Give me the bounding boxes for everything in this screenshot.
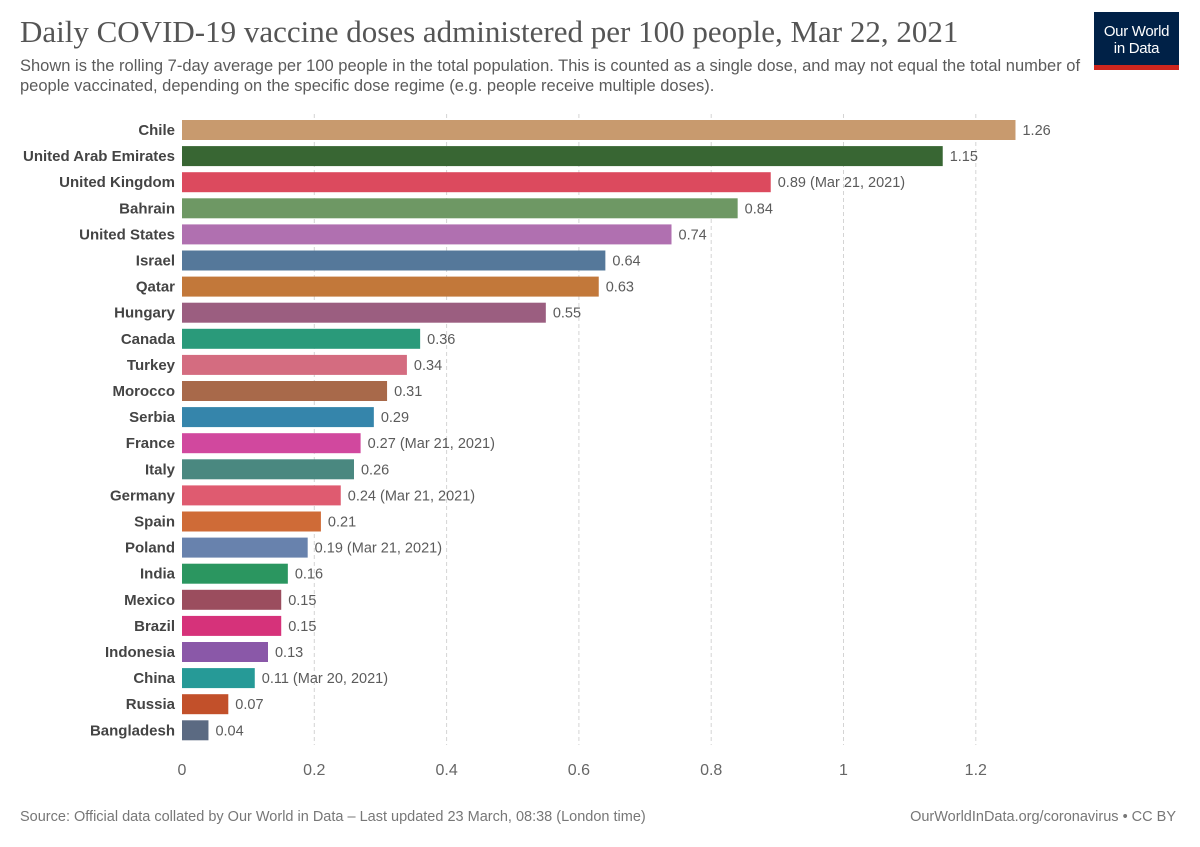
category-label: United States — [79, 226, 175, 243]
category-label: Mexico — [124, 592, 175, 609]
category-label: Canada — [121, 331, 176, 348]
bar — [182, 407, 374, 428]
x-tick-label: 1 — [839, 762, 848, 779]
gridlines — [313, 114, 977, 745]
bar — [182, 302, 546, 323]
source-note[interactable]: Source: Official data collated by Our Wo… — [20, 809, 646, 825]
category-label: France — [126, 435, 175, 452]
value-label: 0.07 — [235, 697, 263, 713]
bar — [182, 120, 1016, 140]
bar — [182, 511, 321, 532]
category-label: Germany — [110, 487, 176, 504]
value-label: 0.64 — [612, 254, 640, 270]
category-label: Israel — [136, 253, 175, 270]
category-label: Poland — [125, 540, 175, 557]
value-label: 0.15 — [288, 619, 316, 635]
bar — [182, 485, 341, 506]
value-label: 1.15 — [950, 149, 978, 165]
x-tick-label: 0.2 — [303, 762, 325, 779]
bar — [182, 694, 229, 715]
category-label: Italy — [145, 461, 176, 478]
bar — [182, 668, 255, 689]
category-label: Bahrain — [119, 200, 175, 217]
value-label: 0.55 — [553, 306, 581, 322]
category-label: Chile — [138, 122, 175, 139]
bar — [182, 354, 407, 375]
category-label: Serbia — [129, 409, 176, 426]
x-tick-label: 0 — [178, 762, 187, 779]
bar — [182, 563, 288, 584]
bar — [182, 146, 943, 167]
category-label: United Kingdom — [59, 174, 175, 191]
chart-subtitle: Shown is the rolling 7-day average per 1… — [20, 57, 1081, 95]
category-label: Hungary — [114, 305, 176, 322]
bar — [182, 642, 268, 662]
category-label: Morocco — [112, 383, 175, 400]
value-label: 0.89 (Mar 21, 2021) — [778, 175, 905, 191]
bars: Chile 1.26 United Arab Emirates 1.15 United … — [23, 120, 1051, 741]
bar — [182, 250, 606, 271]
x-tick-label: 0.6 — [568, 762, 590, 779]
category-label: Indonesia — [105, 644, 176, 661]
value-label: 0.26 — [361, 462, 389, 478]
value-label: 0.84 — [745, 201, 773, 217]
bar — [182, 589, 282, 610]
value-label: 0.29 — [381, 410, 409, 426]
value-label: 0.16 — [295, 567, 323, 583]
category-label: Turkey — [127, 357, 176, 374]
category-label: Qatar — [136, 279, 175, 296]
value-label: 0.13 — [275, 645, 303, 661]
bar — [182, 328, 421, 349]
value-label: 0.74 — [679, 227, 707, 243]
value-label: 0.19 (Mar 21, 2021) — [315, 541, 442, 557]
category-label: Spain — [134, 514, 175, 531]
value-label: 0.21 — [328, 515, 356, 531]
bar — [182, 615, 282, 636]
category-label: Brazil — [134, 618, 175, 635]
value-label: 0.31 — [394, 384, 422, 400]
value-label: 0.04 — [215, 723, 243, 739]
bar — [182, 537, 308, 558]
value-label: 0.34 — [414, 358, 442, 374]
value-label: 0.36 — [427, 332, 455, 348]
bar-chart: Chile 1.26 United Arab Emirates 1.15 United … — [23, 114, 1051, 779]
x-axis: 0 0.2 0.4 0.6 0.8 1 1.2 — [178, 762, 987, 779]
category-label: Bangladesh — [90, 722, 175, 739]
x-tick-label: 1.2 — [965, 762, 987, 779]
chart-title: Daily COVID-19 vaccine doses administere… — [20, 14, 959, 49]
bar — [182, 276, 599, 297]
bar — [182, 198, 738, 219]
value-label: 0.63 — [606, 280, 634, 296]
value-label: 0.15 — [288, 593, 316, 609]
logo-line-2: in Data — [1113, 40, 1160, 57]
category-label: United Arab Emirates — [23, 148, 175, 165]
value-label: 0.11 (Mar 20, 2021) — [262, 671, 388, 687]
bar — [182, 381, 388, 401]
bar — [182, 224, 672, 245]
bar — [182, 172, 771, 193]
category-label: Russia — [126, 696, 176, 713]
value-label: 0.27 (Mar 21, 2021) — [368, 436, 495, 452]
bar — [182, 459, 354, 480]
logo-line-1: Our World — [1103, 23, 1170, 40]
owid-logo[interactable]: Our World in Data — [1094, 12, 1179, 70]
license-link[interactable]: OurWorldInData.org/coronavirus • CC BY — [910, 809, 1176, 825]
value-label: 0.24 (Mar 21, 2021) — [348, 488, 475, 504]
bar — [182, 720, 209, 741]
category-label: India — [140, 566, 176, 583]
bar — [182, 433, 361, 454]
value-label: 1.26 — [1022, 123, 1050, 139]
x-tick-label: 0.8 — [700, 762, 722, 779]
x-tick-label: 0.4 — [435, 762, 457, 779]
category-label: China — [133, 670, 175, 687]
